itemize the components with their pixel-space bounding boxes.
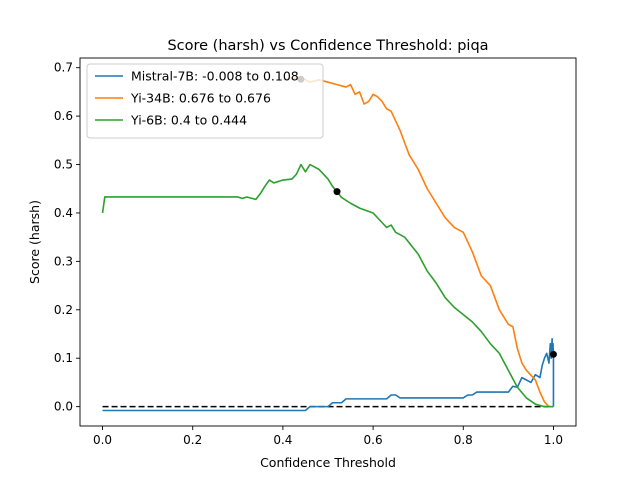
chart-title: Score (harsh) vs Confidence Threshold: p… <box>167 38 488 54</box>
series-line-0 <box>102 338 555 412</box>
legend-label: Yi-34B: 0.676 to 0.676 <box>130 91 271 106</box>
y-axis-label: Score (harsh) <box>27 200 42 284</box>
x-tick-label: 0.0 <box>93 433 112 447</box>
series-line-1 <box>282 76 554 408</box>
x-tick-label: 0.4 <box>273 433 292 447</box>
x-tick-label: 0.6 <box>364 433 383 447</box>
x-tick-label: 0.2 <box>183 433 202 447</box>
y-tick-label: 0.5 <box>54 158 73 172</box>
y-tick-label: 0.4 <box>54 206 73 220</box>
legend: Mistral-7B: -0.008 to 0.108 Yi-34B: 0.676… <box>86 63 324 139</box>
y-tick-label: 0.0 <box>54 400 73 414</box>
x-axis-ticks: 0.0 0.2 0.4 0.6 0.8 1.0 <box>93 426 563 447</box>
y-tick-label: 0.2 <box>54 303 73 317</box>
highlight-point-2 <box>549 350 557 358</box>
legend-box <box>86 63 324 139</box>
y-tick-label: 0.1 <box>54 351 73 365</box>
y-axis-ticks: 0.0 0.1 0.2 0.3 0.4 0.5 0.6 0.7 <box>54 61 80 414</box>
x-tick-label: 1.0 <box>544 433 563 447</box>
highlight-point-1 <box>333 188 341 196</box>
y-tick-label: 0.3 <box>54 254 73 268</box>
legend-label: Mistral-7B: -0.008 to 0.108 <box>131 69 299 84</box>
legend-label: Yi-6B: 0.4 to 0.444 <box>130 113 247 128</box>
axes-frame <box>79 57 577 427</box>
plot-area <box>101 75 557 412</box>
x-tick-label: 0.8 <box>454 433 473 447</box>
x-axis-label: Confidence Threshold <box>260 455 396 470</box>
y-tick-label: 0.7 <box>54 61 73 75</box>
y-tick-label: 0.6 <box>54 109 73 123</box>
